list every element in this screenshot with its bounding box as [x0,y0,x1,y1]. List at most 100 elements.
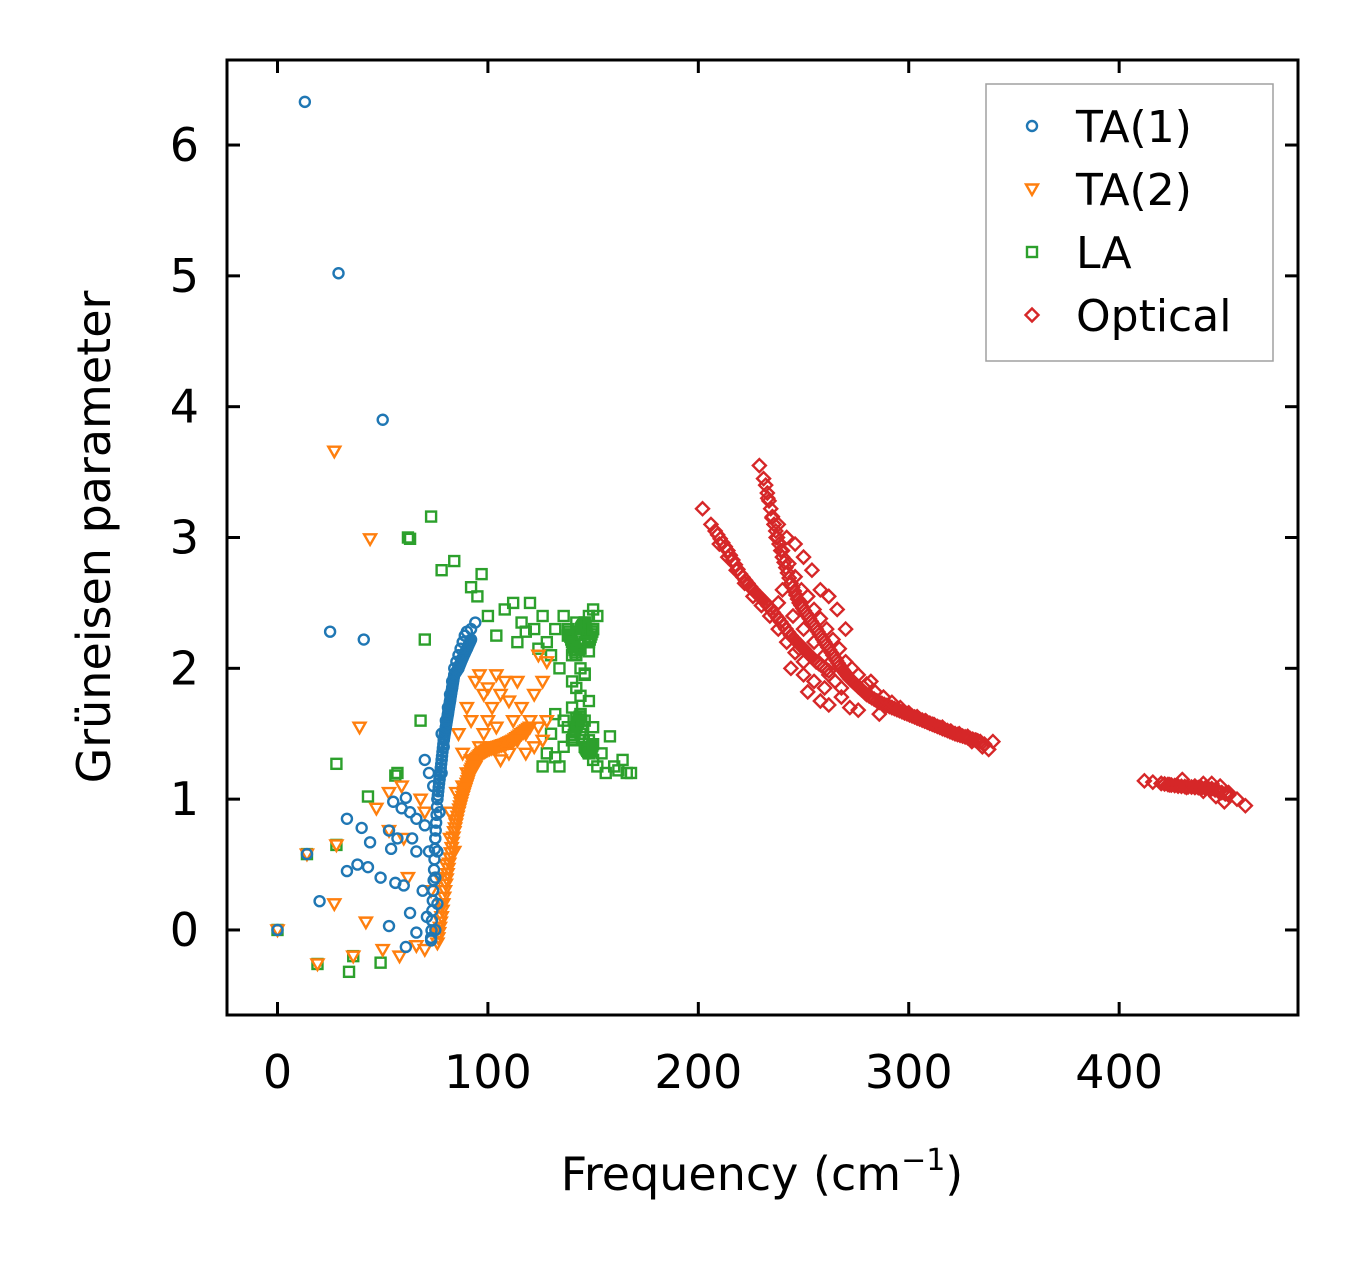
data-point [357,633,370,646]
data-point [463,754,480,769]
data-point [454,780,471,795]
data-point [509,734,526,749]
data-point-band [1220,787,1237,804]
data-point [833,688,850,706]
data-point [391,832,404,845]
data-point [463,714,480,730]
data-point [582,694,596,708]
data-point [441,832,459,847]
data-point [812,610,829,627]
data-point [471,590,484,603]
data-point [557,609,570,623]
data-point [418,753,431,767]
data-point [816,647,833,664]
data-point [751,457,768,474]
data-point [441,701,455,714]
data-point [603,730,617,743]
data-point [820,588,837,605]
data-point [1186,777,1204,795]
data-point [488,669,505,684]
data-point [862,673,880,690]
data-point [784,607,802,625]
data-point [591,609,604,623]
data-point [759,490,776,507]
data-point-band [429,832,442,845]
legend-label: TA(2) [1075,165,1192,216]
data-point [925,716,943,733]
data-point [484,701,501,716]
data-point [519,625,532,638]
data-point [401,531,415,544]
data-point [866,683,884,701]
x-tick-label: 200 [654,1045,742,1099]
data-point [778,529,795,546]
data-point [534,734,551,749]
data-point [496,675,513,690]
data-point [831,640,848,657]
data-point [431,845,444,858]
data-point-band [441,857,458,872]
data-point [435,727,448,740]
x-tick-label: 0 [263,1045,292,1099]
legend-item: LA [1025,228,1132,279]
data-point [828,601,846,618]
data-point [437,740,450,754]
data-point-band [429,824,442,837]
plot-marks [269,95,1254,979]
data-point [816,679,833,697]
legend-item: TA(1) [1025,102,1192,153]
data-point [540,635,554,649]
data-point-band [521,721,539,736]
data-point-band [820,662,837,680]
data-point [974,738,991,756]
data-point [818,620,835,638]
data-point [770,594,787,612]
data-point [565,675,579,688]
data-point [805,633,823,651]
data-point [362,533,379,548]
data-point [534,675,551,690]
data-point [791,640,808,657]
data-point [435,564,448,577]
data-point [711,535,728,553]
data-point [328,839,345,854]
data-point [1174,771,1191,788]
data-point-band [438,873,455,888]
data-point-band [433,911,450,926]
x-axis-title: Frequency (cm−1) [561,1143,964,1201]
data-point [528,622,541,636]
data-point [517,728,534,743]
data-point [892,699,909,716]
legend-marker [1023,306,1041,324]
data-point [332,267,345,280]
data-point [410,926,423,939]
data-point [450,655,463,668]
data-point [536,609,549,623]
data-point [416,943,433,959]
data-point [1195,783,1212,800]
data-point [448,662,461,675]
data-point [439,714,453,727]
data-point [374,871,387,884]
data-point [875,688,892,706]
data-point [467,675,484,690]
data-point [431,897,444,911]
data-point [780,555,797,572]
data-point [728,562,745,579]
data-point [565,701,579,714]
data-point [1228,790,1246,808]
data-point [574,642,587,655]
data-point [770,516,787,533]
data-point [271,923,284,937]
data-point [549,622,562,636]
series-ta-2- [269,445,555,973]
data-point [399,871,417,887]
data-point [795,666,812,684]
data-point [942,722,960,740]
data-point [490,629,503,642]
axis-ticks: 0 100 200 300 400 0 1 2 3 4 5 6 [170,60,1298,1099]
data-point [326,898,343,913]
data-point [403,806,417,819]
data-point-band [782,575,800,592]
